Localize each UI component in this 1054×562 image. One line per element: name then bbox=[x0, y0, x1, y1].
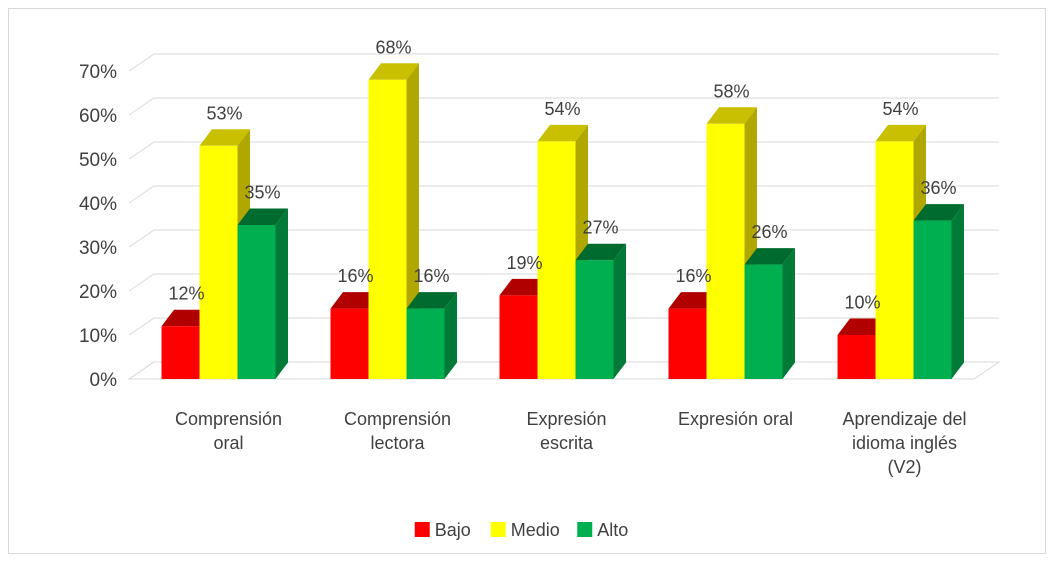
bar-alto bbox=[744, 248, 795, 379]
chart-frame: 0% 10% 20% 30% 40% 50% 60% 70% 12% 53% 35% 16% 68% 1… bbox=[8, 8, 1046, 554]
gridlines bbox=[127, 53, 1001, 380]
bar-alto bbox=[406, 292, 457, 379]
category-label: Comprensión lectora bbox=[344, 409, 451, 453]
data-label: 27% bbox=[582, 218, 618, 238]
y-tick-label: 20% bbox=[79, 282, 117, 303]
category-label: Expresión escrita bbox=[526, 409, 606, 453]
data-label: 16% bbox=[337, 266, 373, 286]
data-label: 16% bbox=[675, 266, 711, 286]
data-label: 19% bbox=[506, 253, 542, 273]
legend-swatch bbox=[490, 522, 506, 537]
bar-medio bbox=[368, 63, 419, 380]
data-label: 36% bbox=[920, 178, 956, 198]
y-tick-label: 10% bbox=[79, 326, 117, 347]
data-label: 68% bbox=[375, 37, 411, 57]
data-label: 54% bbox=[882, 99, 918, 119]
y-tick-label: 30% bbox=[79, 238, 117, 259]
bars bbox=[161, 63, 964, 380]
y-tick-label: 50% bbox=[79, 150, 117, 171]
bar-alto bbox=[237, 208, 288, 379]
bar-alto bbox=[575, 243, 626, 379]
gridline bbox=[128, 53, 999, 72]
legend-item-bajo: Bajo bbox=[414, 520, 471, 540]
data-label: 35% bbox=[244, 183, 280, 203]
data-label: 53% bbox=[206, 103, 242, 123]
legend-swatch bbox=[577, 522, 593, 537]
category-label: Expresión oral bbox=[678, 409, 793, 429]
data-label: 26% bbox=[751, 222, 787, 242]
legend: Bajo Medio Alto bbox=[414, 520, 628, 540]
bar-alto bbox=[913, 204, 964, 379]
data-label: 16% bbox=[413, 266, 449, 286]
legend-swatch bbox=[414, 522, 430, 537]
data-label: 54% bbox=[544, 99, 580, 119]
bar-chart: 0%10%20%30%40%50%60%70% 12%53%35%16%68%1… bbox=[79, 37, 1001, 540]
y-tick-label: 70% bbox=[79, 62, 117, 83]
x-axis-categories: Comprensión oral Comprensión lectora Expresi… bbox=[175, 409, 967, 477]
data-label: 58% bbox=[713, 81, 749, 101]
legend-item-alto: Alto bbox=[577, 520, 628, 540]
legend-item-medio: Medio bbox=[490, 520, 560, 540]
data-label: 12% bbox=[168, 284, 204, 304]
gridline bbox=[128, 97, 999, 116]
category-label: Comprensión oral bbox=[175, 409, 282, 453]
data-label: 10% bbox=[844, 293, 880, 313]
y-axis-ticks: 0% 10% 20% 30% 40% 50% 60% 70% bbox=[79, 62, 117, 391]
legend-label: Bajo bbox=[435, 520, 471, 540]
y-tick-label: 40% bbox=[79, 194, 117, 215]
legend-label: Alto bbox=[597, 520, 628, 540]
data-labels: 12% 53% 35% 16% 68% 16% 19% 54% 27% 16% 58% 26% 10% 5… bbox=[168, 37, 956, 312]
y-tick-label: 0% bbox=[90, 370, 118, 391]
y-tick-label: 60% bbox=[79, 106, 117, 127]
legend-label: Medio bbox=[511, 520, 560, 540]
category-label: Aprendizaje del idioma inglés (V2) bbox=[842, 409, 966, 477]
